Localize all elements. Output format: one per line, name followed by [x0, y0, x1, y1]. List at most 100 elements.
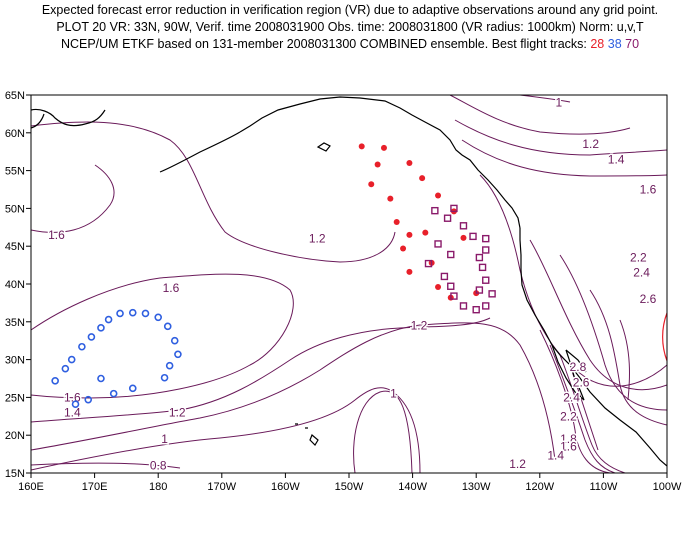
- track-point-dot: [358, 143, 365, 150]
- lat-tick-label: 45N: [5, 241, 25, 253]
- plot-header: Expected forecast error reduction in ver…: [0, 2, 700, 53]
- contour-line-1.4: [31, 317, 491, 423]
- track-point-dot: [460, 234, 467, 241]
- track-point-ring: [104, 315, 113, 324]
- track-point-square: [475, 286, 484, 294]
- track-point-ring: [97, 374, 105, 383]
- track-point-dot: [422, 229, 429, 236]
- coast-gulf: [565, 349, 587, 373]
- lon-tick-label: 130W: [462, 481, 491, 493]
- header-line-1: Expected forecast error reduction in ver…: [41, 3, 659, 17]
- map-area: 11.21.41.61.6 1.22.22.42.61.61.21.61.4 1.2…: [31, 95, 667, 473]
- track-point-square: [469, 232, 477, 241]
- track-point-dot: [400, 245, 407, 252]
- lat-tick-label: 30N: [5, 355, 25, 367]
- track-70-label: 70: [625, 37, 640, 51]
- coast-kamchatka: [31, 113, 45, 129]
- contour-line-2.6: [589, 289, 667, 426]
- lon-tick-label: 160W: [271, 481, 300, 493]
- flight-track-38: [51, 308, 182, 409]
- track-point-ring: [97, 324, 105, 332]
- coast-alaska: [239, 96, 521, 229]
- track-point-square: [450, 292, 458, 300]
- coast-hawaii: [295, 423, 319, 446]
- track-point-ring: [174, 350, 182, 359]
- header-line-3: NCEP/UM ETKF based on 131-member 2008031…: [0, 36, 700, 53]
- contour-labels: 11.21.41.61.6 1.22.22.42.61.61.21.61.4 1.2…: [47, 95, 658, 473]
- track-point-square: [447, 282, 455, 290]
- coast-kodiak: [316, 142, 331, 152]
- track-point-ring: [71, 400, 80, 409]
- track-point-ring: [78, 342, 86, 351]
- contour-label: 1.2: [411, 319, 428, 333]
- axis-ticks: 160E 170E 180 170W 160W 150W 140W 130W 120W 110W 1…: [5, 90, 682, 493]
- track-point-square: [488, 290, 496, 298]
- flight-track-28: [358, 143, 480, 301]
- lat-tick-label: 50N: [5, 203, 25, 215]
- contour-label: 2.4: [633, 266, 650, 280]
- track-point-dot: [435, 192, 442, 199]
- contour-label: 1.6: [163, 281, 180, 295]
- track-point-square: [447, 250, 455, 259]
- contour-line-2.8: [619, 319, 631, 401]
- contour-label: 2.8: [570, 360, 587, 374]
- track-point-square: [478, 263, 487, 272]
- contour-label: 1.4: [64, 406, 81, 420]
- contour-label: 1.2: [169, 406, 186, 420]
- track-point-dot: [406, 268, 413, 275]
- track-point-ring: [67, 355, 76, 364]
- coastlines: [31, 96, 667, 467]
- contour-line-south-1: [539, 329, 611, 473]
- lon-tick-label: 140W: [398, 481, 427, 493]
- track-point-square: [431, 206, 439, 215]
- lon-tick-label: 110W: [589, 481, 618, 493]
- coast-west-america: [519, 228, 667, 467]
- contour-line-south-2: [549, 344, 616, 473]
- contour-label: 2.2: [630, 251, 647, 265]
- track-38-label: 38: [607, 37, 622, 51]
- contour-lines: [31, 95, 667, 473]
- contour-line-1.0-loop: [353, 390, 413, 473]
- track-point-ring: [109, 389, 118, 398]
- lon-tick-label: 170E: [82, 481, 108, 493]
- track-point-dot: [406, 231, 413, 238]
- track-point-dot: [435, 284, 442, 291]
- track-point-dot: [393, 219, 400, 226]
- track-point-ring: [163, 322, 172, 331]
- lat-tick-label: 60N: [5, 128, 25, 140]
- track-28-label: 28: [590, 37, 605, 51]
- contour-label: 1.4: [547, 449, 564, 463]
- track-point-ring: [128, 384, 137, 393]
- track-point-ring: [84, 395, 93, 404]
- contour-label: 1.2: [309, 232, 326, 246]
- contour-line-1.2-north-east: [449, 95, 631, 135]
- contour-label: 2.6: [640, 292, 657, 306]
- contour-label: 1.6: [560, 440, 577, 454]
- track-point-ring: [51, 376, 59, 385]
- track-point-square: [482, 276, 490, 284]
- track-point-square: [424, 259, 433, 268]
- track-point-ring: [154, 313, 162, 322]
- lat-tick-label: 15N: [5, 468, 25, 480]
- header-line-3-text: NCEP/UM ETKF based on 131-member 2008031…: [60, 37, 587, 51]
- track-point-dot: [368, 181, 375, 188]
- contour-label: 1.4: [608, 152, 625, 166]
- track-point-ring: [160, 373, 169, 382]
- contour-line-1.2-south: [31, 322, 556, 461]
- track-point-square: [475, 253, 484, 262]
- contour-line-south-3: [559, 354, 626, 473]
- coast-aleutians: [159, 131, 241, 173]
- contour-line-2.2: [529, 239, 667, 391]
- track-point-square: [472, 306, 480, 314]
- track-point-dot: [380, 144, 387, 151]
- contour-label: 2.6: [573, 375, 590, 389]
- track-point-ring: [165, 361, 174, 370]
- lat-tick-label: 20N: [5, 430, 25, 442]
- track-point-ring: [61, 364, 70, 373]
- track-point-square: [482, 302, 490, 310]
- track-point-ring: [87, 333, 96, 341]
- contour-label: 0.8: [150, 458, 167, 472]
- lat-tick-label: 65N: [5, 90, 25, 102]
- lat-tick-label: 40N: [5, 279, 25, 291]
- flight-track-70: [424, 204, 496, 314]
